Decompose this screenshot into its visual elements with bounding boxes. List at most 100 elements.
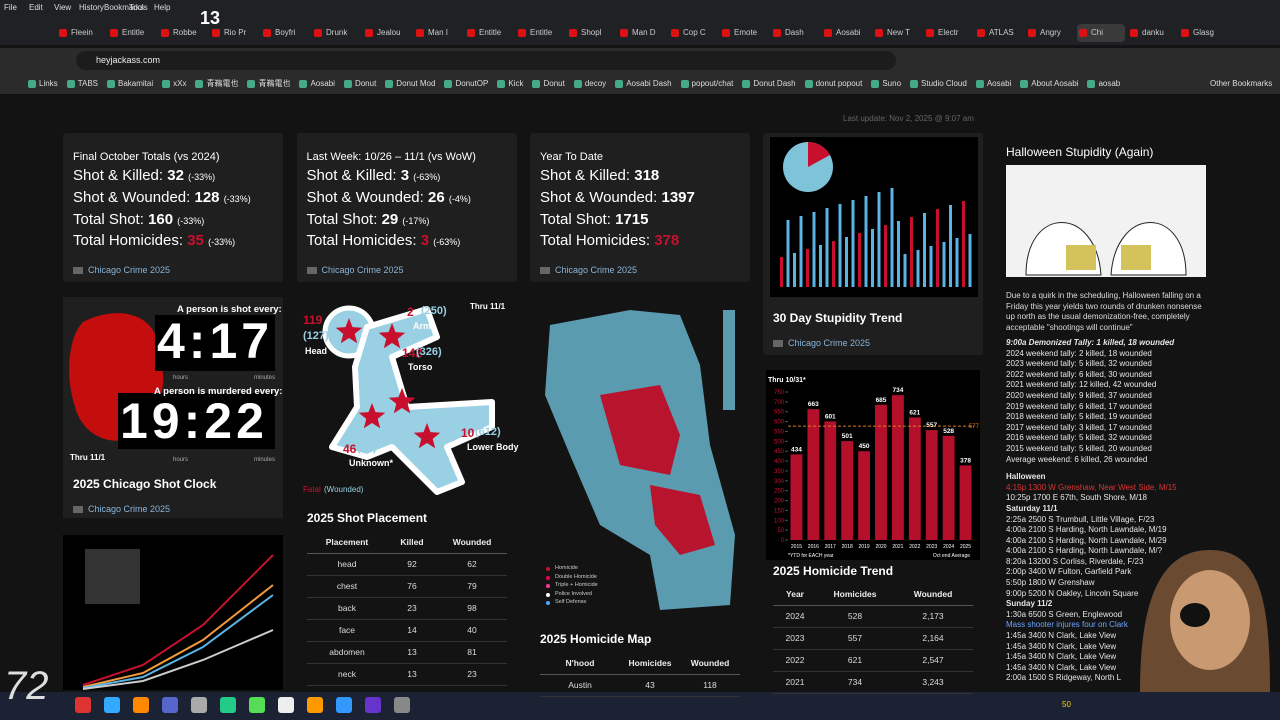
- menu-item[interactable]: File: [4, 3, 17, 12]
- other-bookmarks[interactable]: Other Bookmarks: [1210, 79, 1273, 88]
- menu-item[interactable]: History: [79, 3, 104, 12]
- menu-item[interactable]: View: [54, 3, 72, 12]
- tab[interactable]: ATLAS: [975, 24, 1023, 42]
- menu-item[interactable]: Edit: [29, 3, 43, 12]
- bookmark[interactable]: Kick: [497, 78, 523, 89]
- bookmark[interactable]: Aosabi: [976, 78, 1011, 89]
- url[interactable]: heyjackass.com: [96, 55, 161, 65]
- body-part: Head: [305, 346, 328, 356]
- tab[interactable]: Rio Pr: [210, 24, 258, 42]
- address-bar[interactable]: [76, 51, 896, 70]
- image-bar: [812, 212, 816, 287]
- cell: 13: [387, 663, 437, 686]
- y-tick-label: 350: [774, 469, 785, 475]
- tab[interactable]: Dash: [771, 24, 819, 42]
- menu-item[interactable]: Tools: [129, 3, 148, 12]
- taskbar-icon[interactable]: [75, 697, 91, 713]
- tab[interactable]: New T: [873, 24, 921, 42]
- tab[interactable]: Jealou: [363, 24, 411, 42]
- taskbar-icon[interactable]: [307, 697, 323, 713]
- tally: 2015 weekend tally: 5 killed, 20 wounded: [1006, 443, 1152, 453]
- taskbar-icon[interactable]: [365, 697, 381, 713]
- bookmark[interactable]: aosab: [1087, 78, 1120, 89]
- tab[interactable]: Fleein: [57, 24, 105, 42]
- tab[interactable]: Man I: [414, 24, 462, 42]
- data-table: Year Homicides Wounded 2024 528 2,173 2023 557 2…: [773, 583, 973, 694]
- tab[interactable]: Entitle: [465, 24, 513, 42]
- taskbar-icon[interactable]: [278, 697, 294, 713]
- menu-item[interactable]: Bookmarks: [104, 3, 145, 12]
- taskbar-icon[interactable]: [191, 697, 207, 713]
- tab[interactable]: Chi: [1077, 24, 1125, 42]
- bookmark[interactable]: 青鵜電也: [247, 78, 290, 89]
- tab[interactable]: Cop C: [669, 24, 717, 42]
- entry: 5:50p 1800 W Grenshaw: [1006, 578, 1095, 588]
- tab[interactable]: Shopl: [567, 24, 615, 42]
- taskbar-icon[interactable]: [162, 697, 178, 713]
- bookmark[interactable]: Donut: [344, 78, 376, 89]
- image-bar: [786, 220, 790, 287]
- bookmark[interactable]: Aosabi Dash: [615, 78, 671, 89]
- taskbar-icon[interactable]: [336, 697, 352, 713]
- cell: 557: [817, 627, 893, 650]
- bookmark[interactable]: TABS: [67, 78, 98, 89]
- tally: 2019 weekend tally: 6 killed, 17 wounded: [1006, 401, 1152, 411]
- bar: [908, 417, 921, 540]
- tab[interactable]: Entitle: [516, 24, 564, 42]
- tab[interactable]: Drunk: [312, 24, 360, 42]
- bookmark[interactable]: Bakamitai: [107, 78, 153, 89]
- y-tick-label: 750: [774, 390, 785, 396]
- bookmark[interactable]: donut popout: [805, 78, 863, 89]
- bookmark[interactable]: Suno: [871, 78, 901, 89]
- stat-card: Final October Totals (vs 2024) Shot & Kil…: [63, 133, 283, 282]
- tab[interactable]: Boyfri: [261, 24, 309, 42]
- bookmark[interactable]: Links: [28, 78, 58, 89]
- star: [413, 423, 441, 449]
- key: Fatal: [303, 485, 321, 494]
- bookmark[interactable]: Aosabi: [299, 78, 334, 89]
- tab[interactable]: Emote: [720, 24, 768, 42]
- bookmark[interactable]: popout/chat: [681, 78, 734, 89]
- bookmark[interactable]: About Aosabi: [1020, 78, 1078, 89]
- stat-line: Shot & Killed: 3 (-63%): [307, 167, 441, 184]
- chart-subtitle: Thru 10/31*: [768, 377, 806, 384]
- bookmark[interactable]: Studio Cloud: [910, 78, 967, 89]
- fatal-count: 46: [343, 442, 357, 456]
- taskbar-icon[interactable]: [104, 697, 120, 713]
- stat-line: Total Shot: 1715: [540, 211, 648, 228]
- value-label: 450: [859, 443, 870, 450]
- cell: 2024: [773, 605, 817, 628]
- bookmark[interactable]: xXx: [162, 78, 186, 89]
- tab[interactable]: Man D: [618, 24, 666, 42]
- card-title: Halloween Stupidity (Again): [1006, 145, 1154, 159]
- bookmark[interactable]: decoy: [574, 78, 606, 89]
- bookmark[interactable]: 青鵜電也: [195, 78, 238, 89]
- data-table: Placement Killed Wounded head 92 62 chest 76 79 b…: [307, 531, 507, 686]
- x-tick-label: 2018: [842, 544, 853, 550]
- star: [378, 323, 406, 349]
- y-tick-label: 650: [774, 410, 785, 416]
- tab[interactable]: Electr: [924, 24, 972, 42]
- y-tick-label: 400: [774, 459, 785, 465]
- taskbar-icon[interactable]: [133, 697, 149, 713]
- bookmark[interactable]: Donut Mod: [385, 78, 435, 89]
- tray-count: 50: [1062, 700, 1071, 709]
- bookmark[interactable]: Donut Dash: [742, 78, 795, 89]
- tally: 2018 weekend tally: 5 killed, 19 wounded: [1006, 412, 1152, 422]
- tab[interactable]: Glasg: [1179, 24, 1227, 42]
- tab[interactable]: Aosabi: [822, 24, 870, 42]
- menu-item[interactable]: Help: [154, 3, 171, 12]
- tab[interactable]: Angry: [1026, 24, 1074, 42]
- bookmark[interactable]: DonutOP: [444, 78, 488, 89]
- taskbar-icon[interactable]: [394, 697, 410, 713]
- tab[interactable]: Robbe: [159, 24, 207, 42]
- tab[interactable]: Entitle: [108, 24, 156, 42]
- tab[interactable]: danku: [1128, 24, 1176, 42]
- image-bar: [825, 208, 829, 287]
- stat-line: Total Shot: 29 (-17%): [307, 211, 430, 228]
- wounded-count: (326): [416, 346, 442, 358]
- bookmark[interactable]: Donut: [532, 78, 564, 89]
- taskbar-icon[interactable]: [220, 697, 236, 713]
- cell: 76: [387, 575, 437, 598]
- taskbar-icon[interactable]: [249, 697, 265, 713]
